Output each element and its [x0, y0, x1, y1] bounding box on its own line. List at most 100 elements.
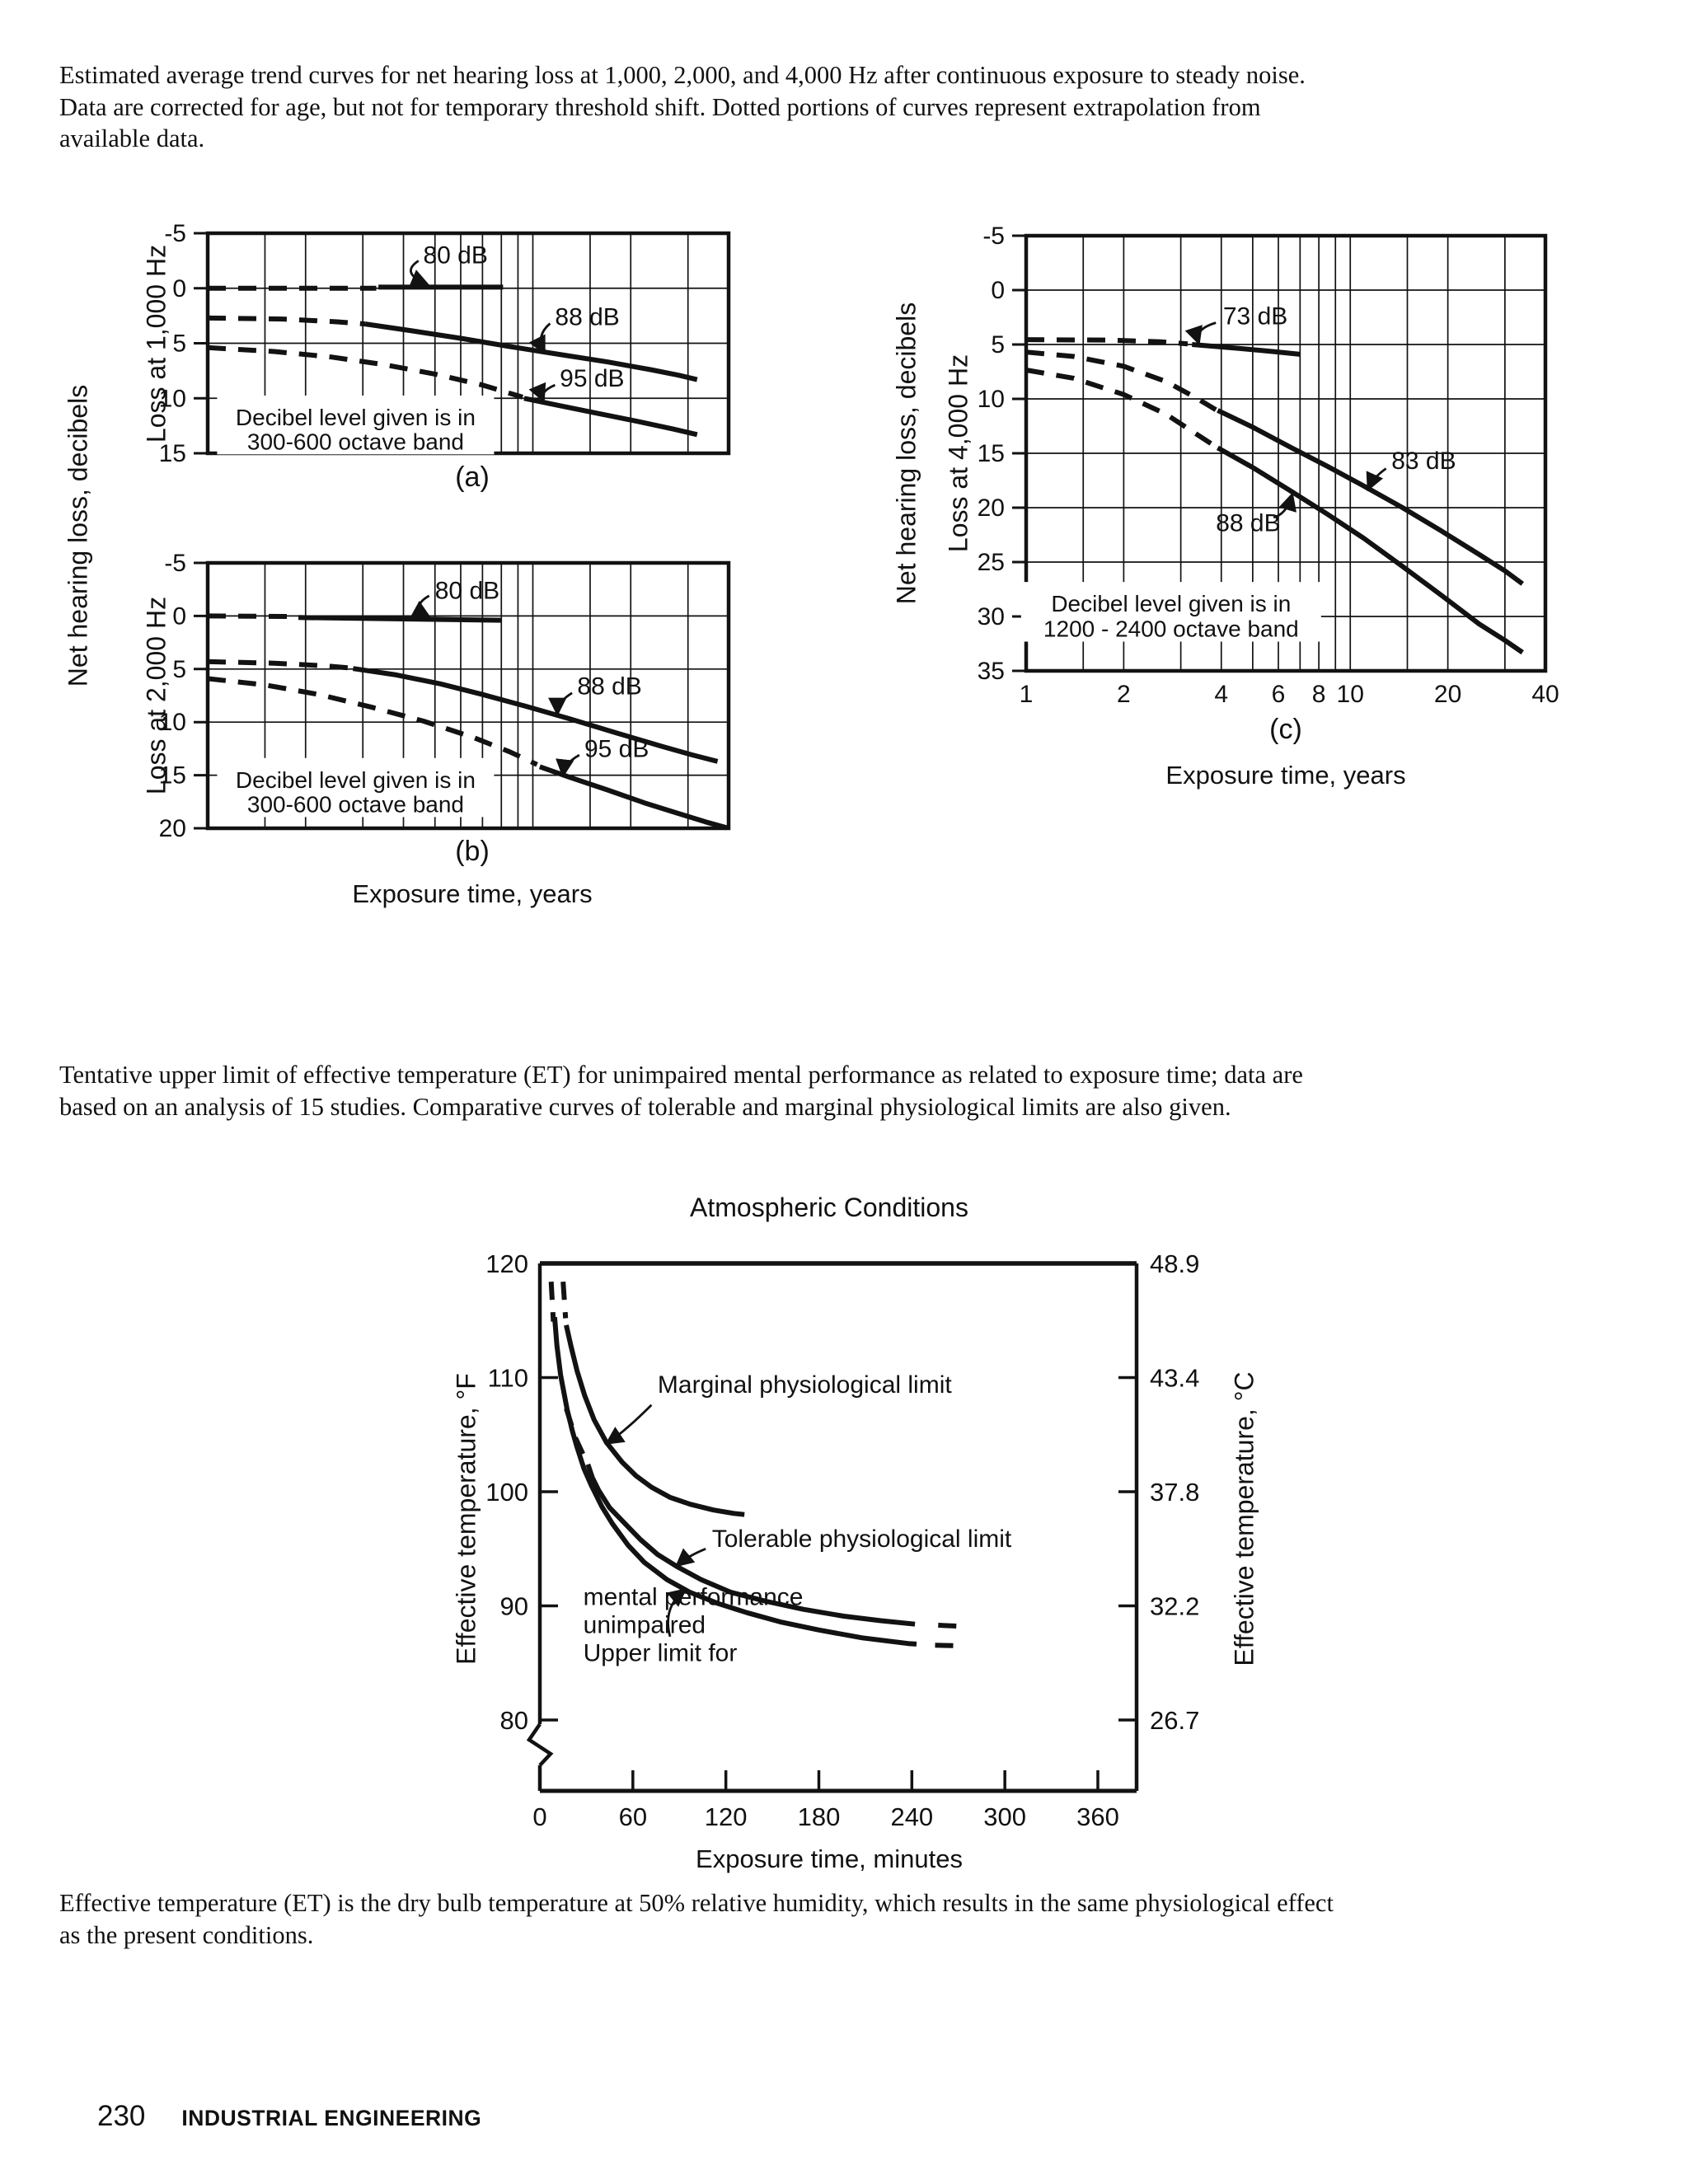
chart-hearing-loss-1000hz: -5 0 5 10 15 Decibel level given is in300-600… — [159, 220, 731, 467]
chart-hearing-loss-2000hz: -5 0 5 10 15 20 Decibel level given is in300-6… — [159, 550, 731, 842]
text-line: Data are corrected for age, but not for … — [59, 92, 1261, 121]
y-tick-label: 0 — [172, 275, 186, 302]
curve-label: 73 dB — [1223, 303, 1287, 330]
temp-chart-title: Atmospheric Conditions — [690, 1193, 968, 1222]
curve-88-db — [1025, 368, 1217, 449]
y-tick-label-c: 37.8 — [1150, 1478, 1199, 1507]
curve-label: 80 dB — [423, 242, 487, 269]
y-tick-label-f: 100 — [485, 1478, 528, 1507]
x-tick-label: 0 — [532, 1802, 546, 1831]
curve-label: 95 dB — [560, 365, 624, 392]
y-tick-label: 10 — [159, 709, 186, 736]
x-tick-label: 8 — [1312, 681, 1326, 708]
curve-88-db — [207, 315, 366, 327]
x-tick-label: 20 — [1434, 681, 1461, 708]
curve-label: 88 dB — [1216, 509, 1280, 537]
curve-label: Marginal physiological limit — [658, 1371, 952, 1399]
curve-83-db — [1217, 408, 1524, 586]
y-axis-title-chart-c: Loss at 4,000 Hz — [943, 354, 973, 553]
y-tick-label: 25 — [978, 549, 1005, 576]
curve-tolerable-physiological-limit — [938, 1623, 965, 1629]
caption-paragraph-hearing-loss: Estimated average trend curves for net h… — [59, 59, 1306, 155]
page-footer: 230 INDUSTRIAL ENGINEERING — [97, 2100, 481, 2133]
curve-88-db — [364, 321, 698, 382]
leader-arrow — [1273, 492, 1296, 519]
y-tick-label: 10 — [978, 386, 1005, 413]
x-tick-label: 10 — [1337, 681, 1364, 708]
leader-arrow — [556, 753, 580, 778]
curve-label: mental performance — [584, 1583, 804, 1610]
x-tick-label: 60 — [619, 1802, 647, 1831]
y-tick-label: 5 — [172, 330, 186, 358]
y-axis-title-chart-b: Loss at 2,000 Hz — [141, 596, 171, 795]
note-text: Decibel level given is in — [236, 767, 476, 793]
y-tick-label-f: 120 — [485, 1249, 528, 1278]
curve-95-db — [523, 396, 698, 438]
note-text: 300-600 octave band — [247, 791, 464, 817]
curve-88-db — [352, 666, 719, 764]
curve-label: unimpaired — [584, 1611, 706, 1638]
y-tick-label-f: 110 — [488, 1364, 528, 1393]
x-tick-label: 180 — [798, 1802, 841, 1831]
y-tick-label: 5 — [172, 656, 186, 683]
plot-frame — [205, 560, 731, 831]
caption-b: (b) — [455, 836, 490, 867]
leader-arrow — [604, 1404, 653, 1445]
y-tick-label-c: 48.9 — [1150, 1249, 1199, 1278]
x-tick-label: 240 — [890, 1802, 933, 1831]
y-tick-label: -5 — [164, 550, 186, 577]
curve-upper-limit-for-unimpaired-mental-performance — [935, 1643, 960, 1648]
page-number: 230 — [97, 2100, 146, 2132]
text-line: Effective temperature (ET) is the dry bu… — [59, 1889, 1334, 1917]
y-tick-label-c: 32.2 — [1150, 1592, 1199, 1621]
leader-arrow — [1184, 321, 1217, 345]
y-axis-title-shared-c: Net hearing loss, decibels — [891, 302, 921, 605]
y-tick-label: 0 — [172, 602, 186, 630]
curve-label: 95 dB — [584, 735, 649, 762]
curve-80-db — [298, 615, 502, 623]
y-axis-title-temp-f: Effective temperature, °F — [451, 1373, 481, 1665]
curve-label: 88 dB — [577, 673, 641, 700]
y-tick-label: 30 — [978, 603, 1005, 630]
y-tick-label: 20 — [978, 494, 1005, 522]
x-tick-label: 1 — [1020, 681, 1034, 708]
curve-73-db — [1192, 342, 1301, 357]
curve-label: Upper limit for — [584, 1639, 738, 1666]
caption-a: (a) — [455, 462, 490, 493]
x-tick-label: 120 — [705, 1802, 748, 1831]
note-text: Decibel level given is in — [1051, 591, 1291, 616]
chart-hearing-loss-4000hz: -5 0 5 10 15 20 25 30 35 1 2 4 6 8 10 20 40 Decibel level… — [978, 223, 1559, 708]
y-tick-label-c: 26.7 — [1150, 1706, 1199, 1735]
chart-effective-temperature: 120 110 100 90 80 48.9 43.4 37.8 32.2 26.7 0 60 120 1… — [485, 1249, 1199, 1831]
leader-arrow — [548, 691, 573, 717]
y-tick-label-f: 80 — [500, 1706, 528, 1735]
text-line: based on an analysis of 15 studies. Comp… — [59, 1092, 1231, 1121]
y-tick-label: 15 — [159, 440, 186, 467]
x-tick-label: 300 — [983, 1802, 1026, 1831]
text-line: Estimated average trend curves for net h… — [59, 61, 1306, 89]
section-title: INDUSTRIAL ENGINEERING — [181, 2106, 482, 2130]
x-axis-title-ab: Exposure time, years — [352, 879, 593, 908]
note-mask — [1020, 582, 1321, 642]
curve-88-db — [1216, 445, 1524, 655]
curve-marginal-physiological-limit — [564, 1324, 745, 1517]
curve-label: 80 dB — [435, 577, 499, 604]
leader-arrow — [410, 594, 431, 618]
axis-break — [526, 1722, 554, 1767]
x-tick-label: 360 — [1076, 1802, 1119, 1831]
note-mask — [217, 757, 495, 818]
y-tick-label: 20 — [159, 815, 186, 842]
curve-upper-limit-for-unimpaired-mental-performance — [548, 1282, 556, 1322]
caption-c: (c) — [1269, 714, 1302, 745]
y-axis-title-chart-a: Loss at 1,000 Hz — [141, 244, 171, 443]
x-tick-label: 40 — [1531, 681, 1559, 708]
text-line: Tentative upper limit of effective tempe… — [59, 1061, 1303, 1089]
x-tick-label: 2 — [1117, 681, 1131, 708]
leader-arrow — [409, 260, 430, 287]
curve-83-db — [1025, 349, 1217, 412]
curve-upper-limit-for-unimpaired-mental-performance — [551, 1316, 917, 1647]
caption-paragraph-et-definition: Effective temperature (ET) is the dry bu… — [59, 1887, 1334, 1951]
curve-95-db — [207, 344, 523, 400]
text-line: available data. — [59, 124, 205, 152]
